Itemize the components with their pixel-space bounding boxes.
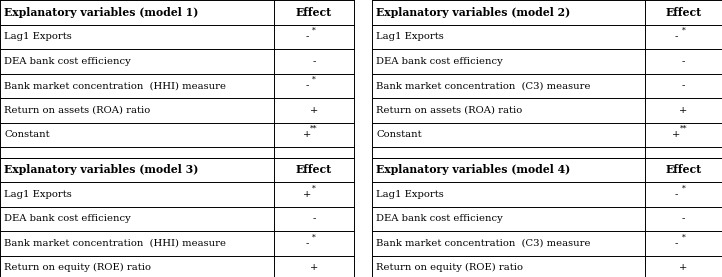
Text: *: *: [682, 27, 685, 35]
Text: -: -: [305, 239, 308, 248]
Text: *: *: [682, 184, 685, 192]
Text: Lag1 Exports: Lag1 Exports: [376, 190, 444, 199]
Text: Return on assets (ROA) ratio: Return on assets (ROA) ratio: [376, 106, 523, 115]
Text: Effect: Effect: [665, 164, 702, 175]
Text: **: **: [310, 125, 318, 133]
Text: *: *: [312, 27, 316, 35]
Text: -: -: [313, 214, 316, 223]
Text: DEA bank cost efficiency: DEA bank cost efficiency: [4, 214, 131, 223]
Text: Bank market concentration  (C3) measure: Bank market concentration (C3) measure: [376, 81, 591, 90]
Text: Bank market concentration  (HHI) measure: Bank market concentration (HHI) measure: [4, 239, 226, 248]
Text: *: *: [312, 184, 316, 192]
Text: -: -: [305, 81, 308, 90]
Text: -: -: [305, 32, 308, 41]
Text: -: -: [674, 239, 678, 248]
Text: DEA bank cost efficiency: DEA bank cost efficiency: [376, 214, 503, 223]
Text: +: +: [310, 106, 318, 115]
Text: DEA bank cost efficiency: DEA bank cost efficiency: [4, 57, 131, 66]
Text: Effect: Effect: [665, 7, 702, 18]
Text: Constant: Constant: [376, 130, 422, 139]
Text: Effect: Effect: [296, 7, 332, 18]
Text: *: *: [682, 233, 685, 241]
Text: *: *: [312, 76, 316, 84]
Text: -: -: [674, 190, 678, 199]
Text: +: +: [303, 190, 311, 199]
Text: Lag1 Exports: Lag1 Exports: [4, 190, 72, 199]
Text: Constant: Constant: [4, 130, 50, 139]
Text: Return on assets (ROA) ratio: Return on assets (ROA) ratio: [4, 106, 151, 115]
Text: Effect: Effect: [296, 164, 332, 175]
Text: **: **: [679, 125, 687, 133]
Text: -: -: [682, 81, 685, 90]
Text: Return on equity (ROE) ratio: Return on equity (ROE) ratio: [376, 263, 523, 273]
Text: +: +: [310, 263, 318, 272]
Text: Lag1 Exports: Lag1 Exports: [4, 32, 72, 41]
Text: +: +: [303, 130, 311, 139]
Text: Bank market concentration  (HHI) measure: Bank market concentration (HHI) measure: [4, 81, 226, 90]
Text: +: +: [679, 106, 687, 115]
Text: -: -: [674, 32, 678, 41]
Text: +: +: [679, 263, 687, 272]
Text: Lag1 Exports: Lag1 Exports: [376, 32, 444, 41]
Text: Return on equity (ROE) ratio: Return on equity (ROE) ratio: [4, 263, 152, 273]
Text: *: *: [312, 233, 316, 241]
Text: DEA bank cost efficiency: DEA bank cost efficiency: [376, 57, 503, 66]
Text: +: +: [672, 130, 680, 139]
Text: Explanatory variables (model 1): Explanatory variables (model 1): [4, 7, 199, 18]
Text: -: -: [682, 214, 685, 223]
Text: -: -: [682, 57, 685, 66]
Text: -: -: [313, 57, 316, 66]
Text: Explanatory variables (model 4): Explanatory variables (model 4): [376, 164, 570, 175]
Text: Explanatory variables (model 2): Explanatory variables (model 2): [376, 7, 570, 18]
Text: Bank market concentration  (C3) measure: Bank market concentration (C3) measure: [376, 239, 591, 248]
Text: Explanatory variables (model 3): Explanatory variables (model 3): [4, 164, 199, 175]
